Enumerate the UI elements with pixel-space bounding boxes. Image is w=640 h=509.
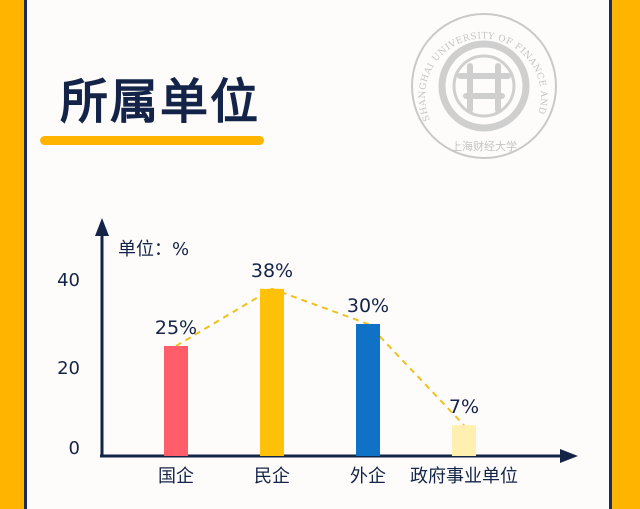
trend-line <box>175 287 465 426</box>
title-underline <box>40 136 264 145</box>
bar <box>452 425 476 456</box>
data-label: 25% <box>155 317 197 339</box>
left-accent-bar <box>0 0 24 509</box>
left-edge-line <box>24 0 27 509</box>
y-tick-label: 0 <box>69 438 80 459</box>
x-axis-arrow-icon <box>560 449 578 463</box>
university-seal-icon: SHANGHAI UNIVERSITY OF FINANCE AND ECONO… <box>408 10 557 159</box>
category-label: 外企 <box>350 466 386 487</box>
bar <box>356 324 380 456</box>
y-tick-label: 40 <box>57 270 80 291</box>
right-edge-line <box>609 0 612 509</box>
category-label: 国企 <box>158 466 194 487</box>
category-label: 政府事业单位 <box>410 466 518 487</box>
right-accent-bar <box>612 0 640 509</box>
data-label: 7% <box>449 396 479 418</box>
seal-bottom-text: 上海财经大学 <box>451 139 517 153</box>
bar <box>260 288 284 456</box>
category-label: 民企 <box>254 466 290 487</box>
y-tick-label: 20 <box>57 358 80 379</box>
bar <box>164 346 188 456</box>
data-label: 30% <box>347 295 389 317</box>
y-axis-arrow-icon <box>95 218 109 236</box>
page-title: 所属单位 <box>60 74 261 130</box>
data-label: 38% <box>251 260 293 282</box>
unit-label: 单位：% <box>118 239 189 260</box>
